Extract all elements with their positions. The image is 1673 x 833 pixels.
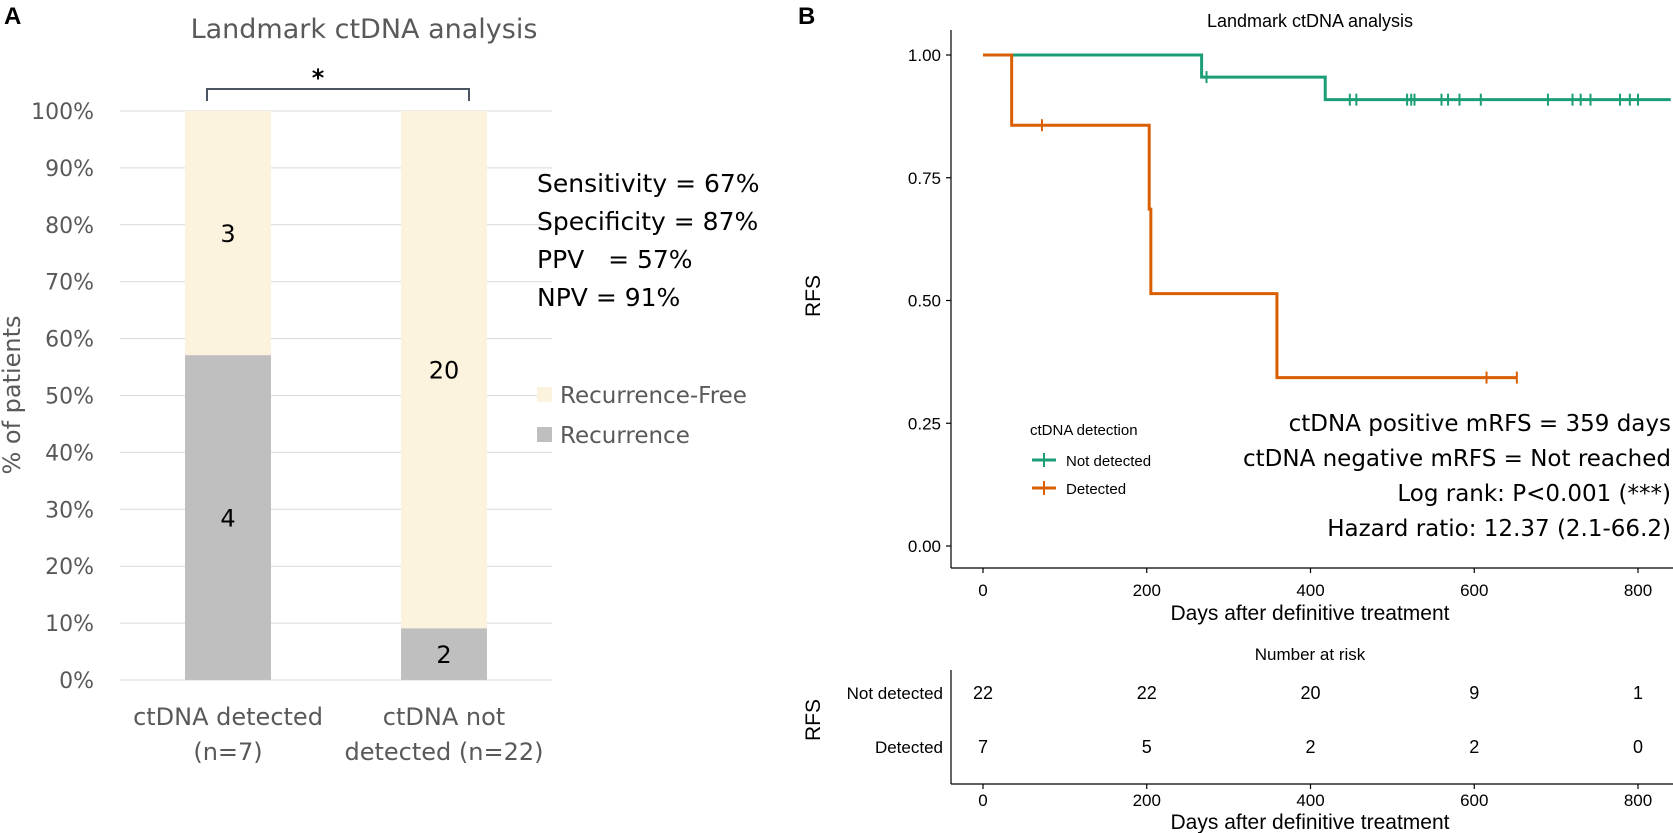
km-legend-title: ctDNA detection [1030, 422, 1138, 439]
y-tick-label: 30% [45, 498, 94, 523]
km-curve-detected [983, 53, 1517, 380]
km-curve-not-detected [983, 53, 1671, 102]
risk-cell: 7 [978, 737, 988, 757]
bar-count-label: 4 [220, 505, 235, 533]
panel-label-b: B [798, 3, 815, 30]
km-y-tick-label: 0.75 [908, 169, 941, 188]
risk-cell: 0 [1633, 737, 1643, 757]
stat-sensitivity: Sensitivity = 67% [537, 169, 760, 198]
legend-label-recurrence: Recurrence [560, 423, 690, 449]
risk-cell: 22 [973, 683, 993, 703]
km-y-tick-label: 0.50 [908, 292, 941, 311]
risk-table-x-axis-label: Days after definitive treatment [1171, 811, 1450, 833]
bar-chart-bars: 4 3 2 20 [185, 111, 487, 680]
bar-chart-title: Landmark ctDNA analysis [191, 14, 538, 45]
km-y-ticks: 0.00 0.25 0.50 0.75 1.00 [908, 46, 951, 556]
significance-marker: * [312, 64, 325, 92]
y-tick-label: 50% [45, 385, 94, 410]
significance-bracket [206, 88, 470, 101]
bar-chart-y-ticks: 0% 10% 20% 30% 40% 50% 60% 70% 80% 90% 100% [31, 100, 94, 694]
risk-row-label-not-detected: Not detected [847, 684, 943, 703]
km-y-tick-label: 1.00 [908, 46, 941, 65]
km-x-tick-label: 800 [1624, 581, 1652, 600]
km-x-axis-label: Days after definitive treatment [1171, 602, 1450, 625]
km-annotation-log-rank: Log rank: P<0.001 (***) [1397, 481, 1671, 507]
risk-cell: 2 [1305, 737, 1315, 757]
y-tick-label: 100% [31, 100, 94, 125]
x-category-label: ctDNA not [383, 703, 505, 731]
y-tick-label: 90% [45, 157, 94, 182]
risk-table: Number at risk RFS Not detected Detected… [802, 645, 1673, 833]
risk-table-y-axis-label: RFS [802, 699, 825, 741]
km-x-tick-label: 400 [1296, 581, 1324, 600]
x-category-label: ctDNA detected [133, 703, 323, 731]
risk-row-label-detected: Detected [875, 738, 943, 757]
km-title: Landmark ctDNA analysis [1207, 11, 1413, 31]
risk-cell: 9 [1469, 683, 1479, 703]
risk-cell: 2 [1469, 737, 1479, 757]
stat-npv: NPV = 91% [537, 283, 680, 312]
y-tick-label: 20% [45, 555, 94, 580]
km-annotation-hazard-ratio: Hazard ratio: 12.37 (2.1-66.2) [1327, 516, 1671, 542]
y-tick-label: 0% [59, 669, 94, 694]
y-tick-label: 70% [45, 271, 94, 296]
km-annotation-negative-mrfs: ctDNA negative mRFS = Not reached [1243, 446, 1671, 472]
risk-table-title: Number at risk [1255, 645, 1366, 664]
km-x-tick-label: 200 [1133, 581, 1161, 600]
panel-b-km-plot: Landmark ctDNA analysis 0.00 0.25 0.50 0.75… [802, 11, 1673, 625]
km-y-axis-label: RFS [802, 275, 825, 317]
bar-chart-x-categories: ctDNA detected (n=7) ctDNA not detected (n=… [133, 703, 543, 766]
bar-segment-recurrence [401, 628, 487, 680]
bar-segment-recurrence [185, 355, 271, 680]
km-legend-label-detected: Detected [1066, 481, 1126, 498]
bar-count-label: 3 [220, 220, 235, 248]
risk-table-cells: 22 22 20 9 17 5 2 2 0 [973, 683, 1643, 757]
x-category-label: detected (n=22) [345, 738, 544, 766]
panel-a-bar-chart: Landmark ctDNA analysis 0% 10% 20% 30% 40% 50… [0, 14, 760, 766]
risk-cell: 20 [1300, 683, 1320, 703]
y-tick-label: 80% [45, 214, 94, 239]
panel-label-a: A [4, 3, 21, 30]
x-category-label: (n=7) [193, 738, 262, 766]
km-legend-label-not-detected: Not detected [1066, 453, 1151, 470]
legend-swatch-recurrence [537, 427, 552, 442]
risk-x-tick-label: 400 [1296, 791, 1324, 810]
risk-x-tick-label: 200 [1133, 791, 1161, 810]
km-y-tick-label: 0.25 [908, 414, 941, 433]
risk-table-x-ticks: 0 200 400 600 800 [978, 784, 1652, 810]
bar-chart-y-axis-label: % of patients [0, 315, 26, 474]
stat-ppv: PPV = 57% [537, 245, 693, 274]
risk-x-tick-label: 0 [978, 791, 987, 810]
km-y-tick-label: 0.00 [908, 537, 941, 556]
km-annotation-positive-mrfs: ctDNA positive mRFS = 359 days [1289, 411, 1671, 437]
bar-count-label: 20 [429, 357, 460, 385]
risk-cell: 22 [1137, 683, 1157, 703]
km-x-tick-label: 600 [1460, 581, 1488, 600]
y-tick-label: 10% [45, 612, 94, 637]
y-tick-label: 60% [45, 328, 94, 353]
bar-segment-recurrence-free [401, 111, 487, 629]
bar-count-label: 2 [436, 641, 451, 669]
risk-cell: 5 [1142, 737, 1152, 757]
km-x-ticks: 0 200 400 600 800 [978, 568, 1652, 600]
risk-x-tick-label: 800 [1624, 791, 1652, 810]
risk-x-tick-label: 600 [1460, 791, 1488, 810]
risk-cell: 1 [1633, 683, 1643, 703]
legend-label-recurrence-free: Recurrence-Free [560, 383, 747, 409]
stat-specificity: Specificity = 87% [537, 207, 758, 236]
y-tick-label: 40% [45, 441, 94, 466]
bar-chart-gridlines [120, 110, 552, 681]
bar-segment-recurrence-free [185, 111, 271, 356]
legend-swatch-recurrence-free [537, 387, 552, 402]
km-x-tick-label: 0 [978, 581, 987, 600]
km-curves [983, 53, 1671, 384]
